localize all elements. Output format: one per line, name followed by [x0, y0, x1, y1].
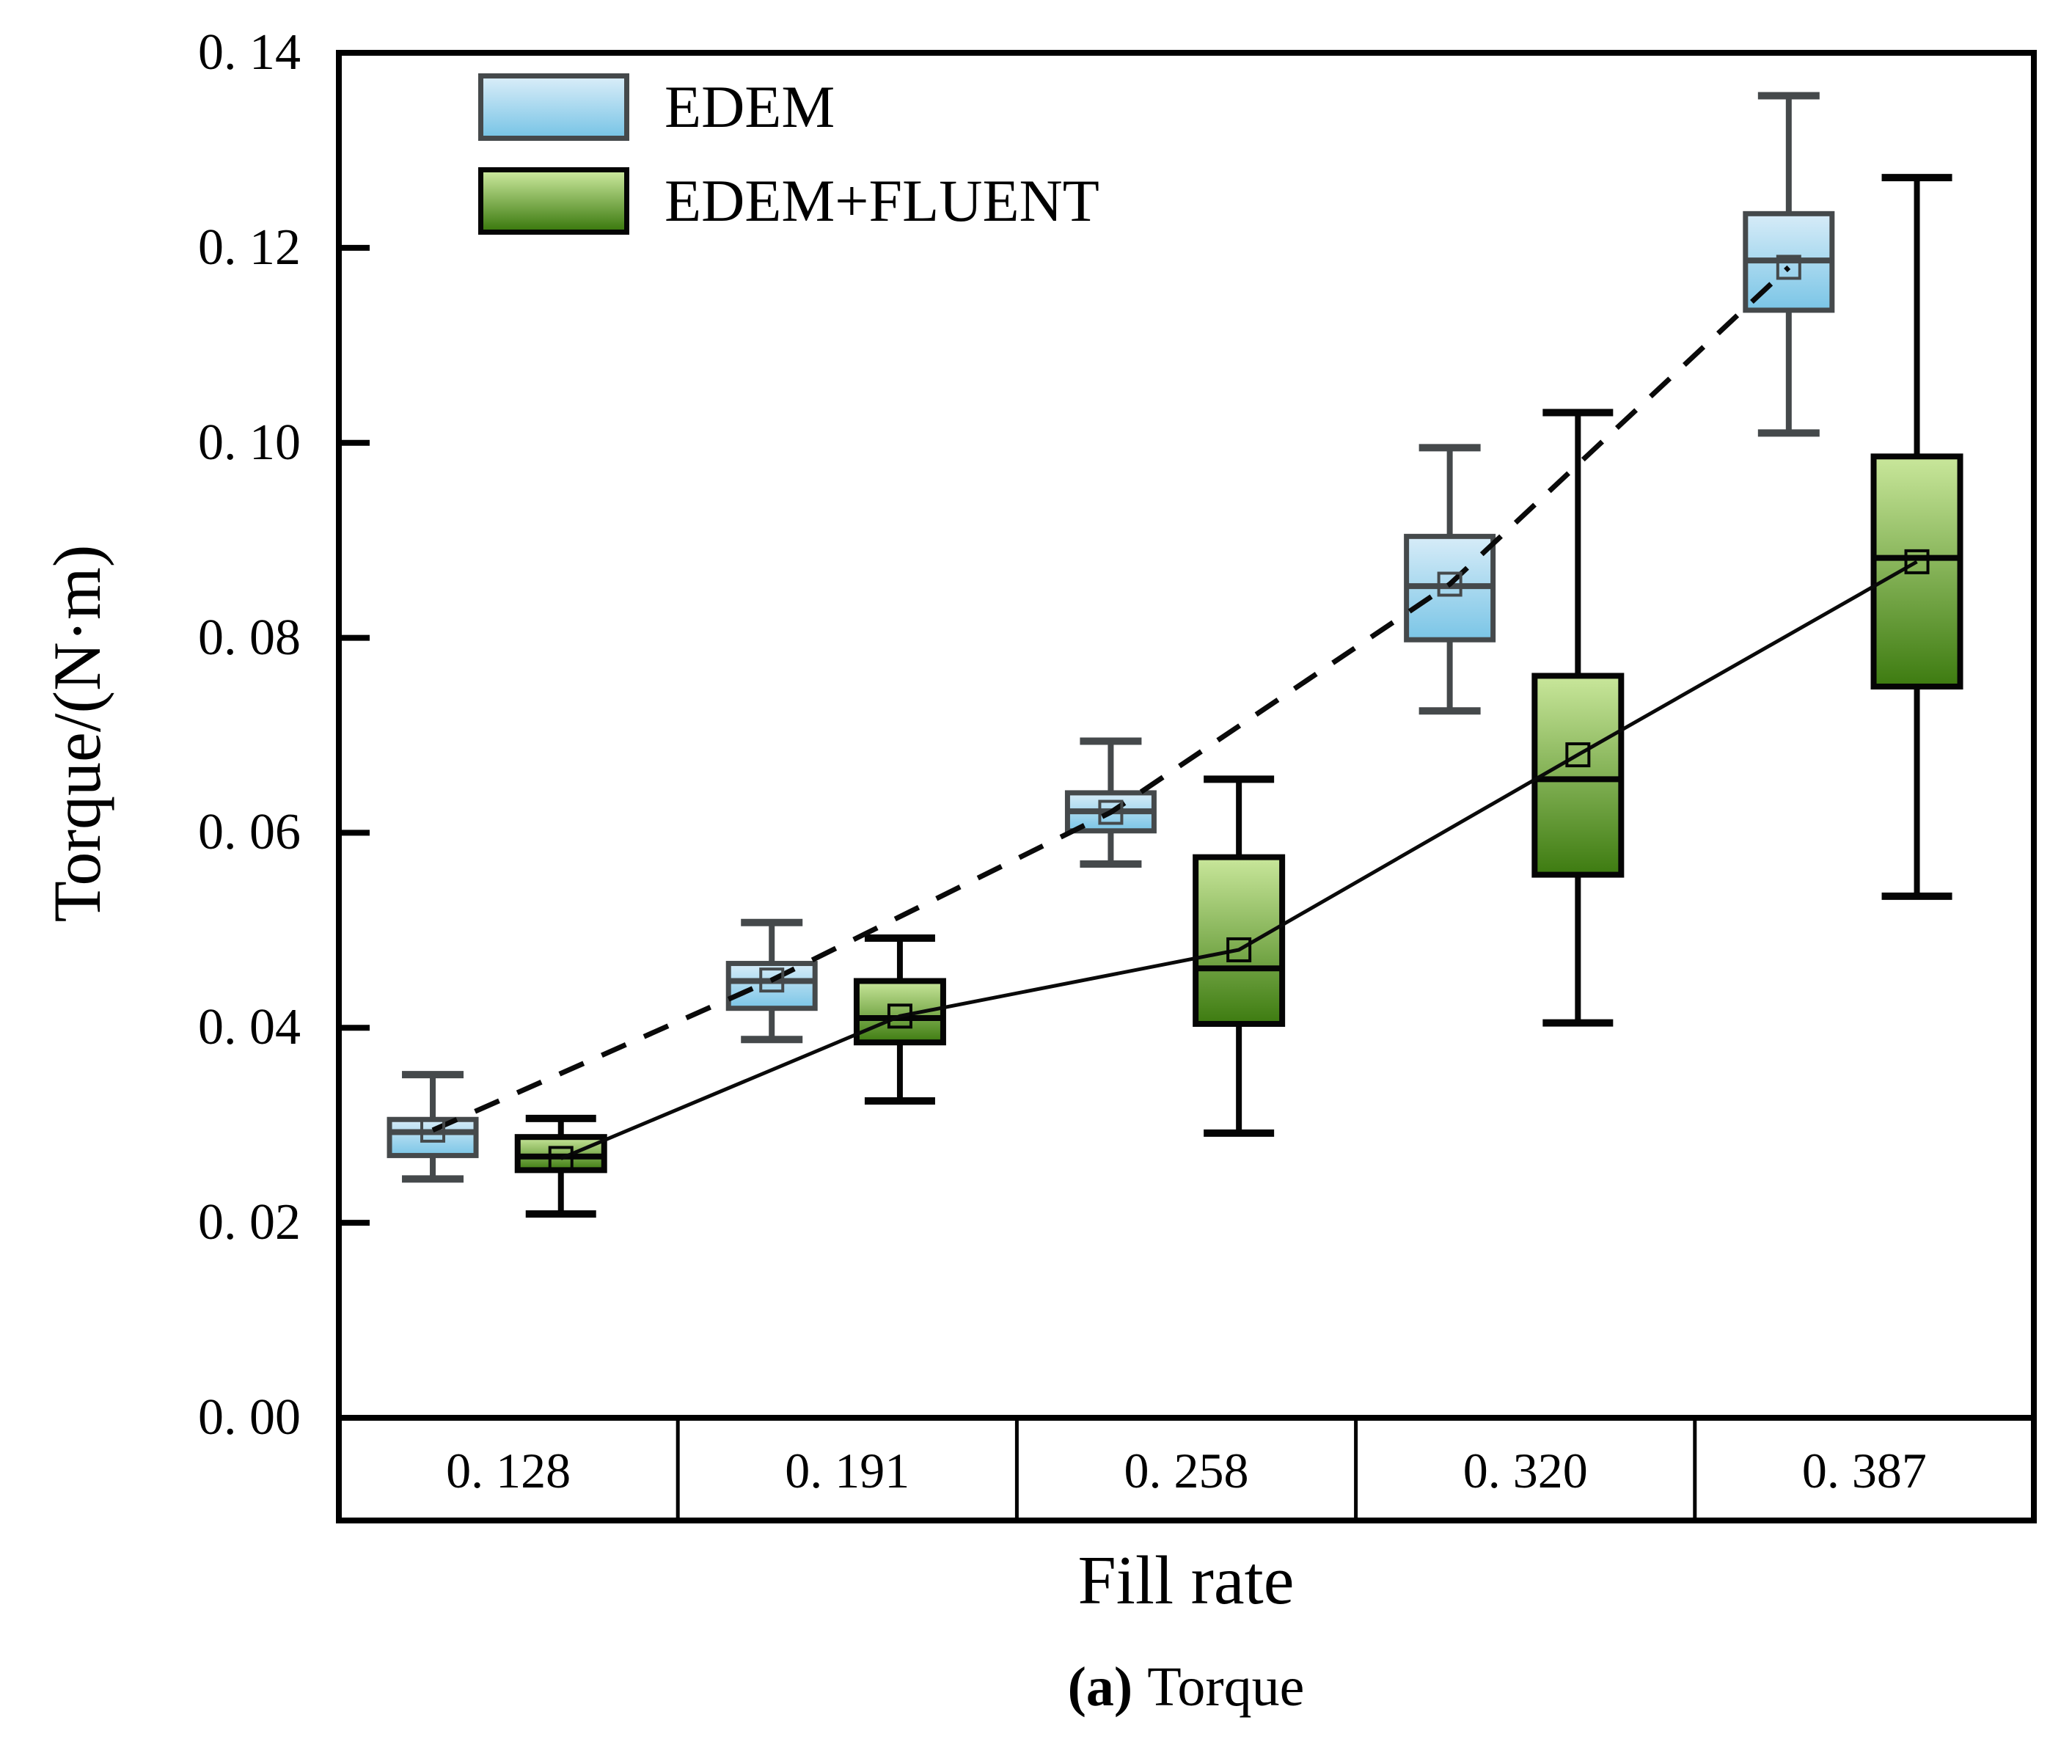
y-tick-label: 0. 08 — [198, 609, 301, 666]
y-tick-label: 0. 14 — [198, 24, 301, 81]
y-tick-label: 0. 10 — [198, 414, 301, 471]
x-category-label: 0. 258 — [1124, 1443, 1249, 1498]
x-category-label: 0. 387 — [1801, 1443, 1927, 1498]
y-tick-label: 0. 06 — [198, 804, 301, 861]
y-tick-label: 0. 00 — [198, 1389, 301, 1446]
caption-text: Torque — [1147, 1656, 1305, 1718]
x-category-label: 0. 320 — [1463, 1443, 1588, 1498]
caption-label: (a) — [1067, 1656, 1133, 1718]
legend-item-edem-fluent: EDEM+FLUENT — [478, 164, 1099, 238]
legend: EDEM EDEM+FLUENT — [478, 70, 1099, 258]
x-axis-title: Fill rate — [1077, 1542, 1295, 1619]
y-tick-label: 0. 12 — [198, 219, 301, 276]
legend-label-edem: EDEM — [665, 73, 835, 140]
y-tick-label: 0. 04 — [198, 999, 301, 1056]
x-category-label: 0. 191 — [785, 1443, 910, 1498]
y-tick-label: 0. 02 — [198, 1194, 301, 1251]
x-category-label: 0. 128 — [446, 1443, 571, 1498]
legend-item-edem: EDEM — [478, 70, 1099, 144]
edem-fluent-swatch — [478, 167, 629, 235]
edem-swatch — [478, 73, 629, 141]
figure-caption: (a) Torque — [819, 1650, 1553, 1724]
legend-label-edem-fluent: EDEM+FLUENT — [665, 167, 1099, 234]
